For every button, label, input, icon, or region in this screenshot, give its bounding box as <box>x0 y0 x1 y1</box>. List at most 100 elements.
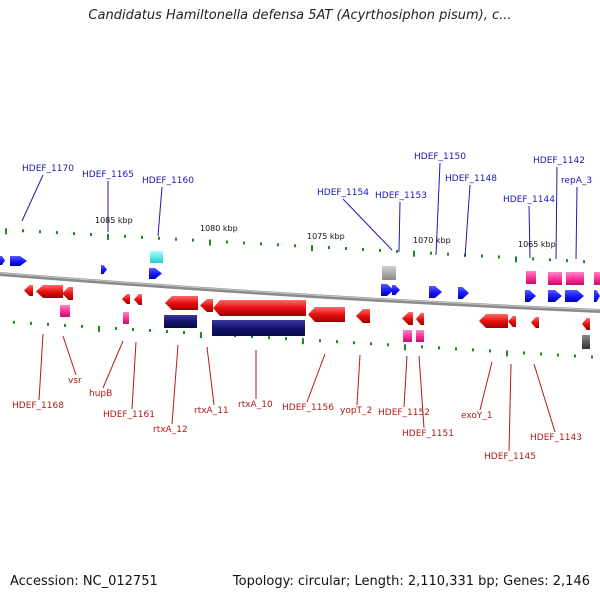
gene-label-hdef-1150[interactable]: HDEF_1150 <box>414 152 466 162</box>
reverse-gene <box>122 294 130 304</box>
forward-gene <box>525 290 536 302</box>
gene-label-hdef-1160[interactable]: HDEF_1160 <box>142 176 194 186</box>
forward-gene <box>429 286 442 298</box>
gene-label-hdef-1168[interactable]: HDEF_1168 <box>12 401 64 411</box>
gene-label-hdef-1165[interactable]: HDEF_1165 <box>82 170 134 180</box>
leader-line <box>398 201 401 253</box>
leader-line <box>479 361 493 411</box>
gene-label-rtxa-11[interactable]: rtxA_11 <box>194 406 229 416</box>
leader-line <box>555 166 558 260</box>
forward-gene <box>101 265 107 274</box>
topology-text: Topology: circular; Length: 2,110,331 bp… <box>232 574 590 589</box>
forward-gene <box>458 287 469 299</box>
forward-gene <box>565 290 584 302</box>
gene-label-hdef-1161[interactable]: HDEF_1161 <box>103 410 155 420</box>
gene-label-repa-3[interactable]: repA_3 <box>561 176 592 186</box>
reverse-gene <box>508 316 516 327</box>
leader-line <box>38 333 44 401</box>
gene-label-hdef-1148[interactable]: HDEF_1148 <box>445 174 497 184</box>
misc-feature <box>164 315 197 328</box>
leader-line <box>528 205 531 259</box>
forward-gene <box>0 256 5 265</box>
reverse-gene <box>165 296 198 310</box>
reverse-gene <box>200 299 213 312</box>
reverse-gene <box>24 285 33 296</box>
gene-features <box>0 251 600 349</box>
misc-feature <box>150 251 163 263</box>
leader-line <box>306 353 326 403</box>
tick-marks <box>5 228 593 359</box>
rna-gene <box>60 305 70 317</box>
leader-line <box>418 355 425 429</box>
scale-label: 1085 kbp <box>95 216 133 225</box>
forward-gene <box>381 284 394 296</box>
gene-label-hdef-1152[interactable]: HDEF_1152 <box>378 408 430 418</box>
leader-line <box>102 340 124 389</box>
leader-line <box>356 354 361 406</box>
scale-label: 1080 kbp <box>200 224 238 233</box>
accession-text: Accession: NC_012751 <box>10 574 158 589</box>
reverse-gene <box>62 287 73 300</box>
pseudo-gene <box>382 266 396 280</box>
leader-line <box>435 162 441 256</box>
leader-line <box>464 184 471 258</box>
rna-gene <box>416 330 424 342</box>
reverse-gene <box>531 317 539 328</box>
reverse-gene <box>213 300 306 316</box>
reverse-gene <box>134 294 142 305</box>
leader-line <box>533 363 556 433</box>
leader-line <box>342 198 393 251</box>
reverse-gene <box>582 318 590 330</box>
scale-label: 1070 kbp <box>413 236 451 245</box>
reverse-gene <box>402 312 413 325</box>
rna-gene <box>403 330 412 342</box>
gene-label-yopt-2[interactable]: yopT_2 <box>340 406 372 416</box>
reverse-gene <box>479 314 508 328</box>
leader-line <box>171 344 179 425</box>
forward-gene <box>392 285 400 295</box>
reverse-gene <box>36 285 63 298</box>
gene-label-hdef-1151[interactable]: HDEF_1151 <box>402 429 454 439</box>
leader-line <box>131 341 137 410</box>
rna-gene <box>526 271 536 284</box>
scale-label: 1065 kbp <box>518 240 556 249</box>
genome-backbone <box>0 272 600 313</box>
leader-line <box>157 186 163 237</box>
pseudo-gene <box>582 335 590 349</box>
gene-label-hupb[interactable]: hupB <box>89 389 112 399</box>
leader-line <box>21 174 44 222</box>
leader-line <box>508 363 512 452</box>
gene-label-rtxa-12[interactable]: rtxA_12 <box>153 425 188 435</box>
reverse-gene <box>308 307 345 322</box>
forward-gene <box>548 290 562 302</box>
gene-label-rtxa-10[interactable]: rtxA_10 <box>238 400 273 410</box>
rna-gene <box>566 272 584 285</box>
gene-label-hdef-1154[interactable]: HDEF_1154 <box>317 188 369 198</box>
scale-label: 1075 kbp <box>307 232 345 241</box>
rna-gene <box>594 272 600 285</box>
forward-gene <box>10 256 27 266</box>
leader-line <box>575 186 578 260</box>
leader-line <box>403 355 408 408</box>
rna-gene <box>123 312 129 324</box>
reverse-gene <box>416 313 424 325</box>
gene-label-exoy-1[interactable]: exoY_1 <box>461 411 493 421</box>
forward-gene <box>594 290 600 302</box>
gene-label-hdef-1145[interactable]: HDEF_1145 <box>484 452 536 462</box>
misc-feature <box>212 320 305 336</box>
gene-label-hdef-1153[interactable]: HDEF_1153 <box>375 191 427 201</box>
gene-label-vsr[interactable]: vsr <box>68 376 82 386</box>
gene-label-hdef-1142[interactable]: HDEF_1142 <box>533 156 585 166</box>
reverse-gene <box>356 309 370 323</box>
leader-line <box>62 335 77 376</box>
leader-line <box>206 346 215 406</box>
gene-label-hdef-1156[interactable]: HDEF_1156 <box>282 403 334 413</box>
label-leader-lines <box>21 162 578 452</box>
forward-gene <box>149 268 162 279</box>
rna-gene <box>548 272 562 285</box>
gene-label-hdef-1170[interactable]: HDEF_1170 <box>22 164 74 174</box>
gene-label-hdef-1143[interactable]: HDEF_1143 <box>530 433 582 443</box>
gene-label-hdef-1144[interactable]: HDEF_1144 <box>503 195 555 205</box>
map-title: Candidatus Hamiltonella defensa 5AT (Acy… <box>88 8 512 23</box>
